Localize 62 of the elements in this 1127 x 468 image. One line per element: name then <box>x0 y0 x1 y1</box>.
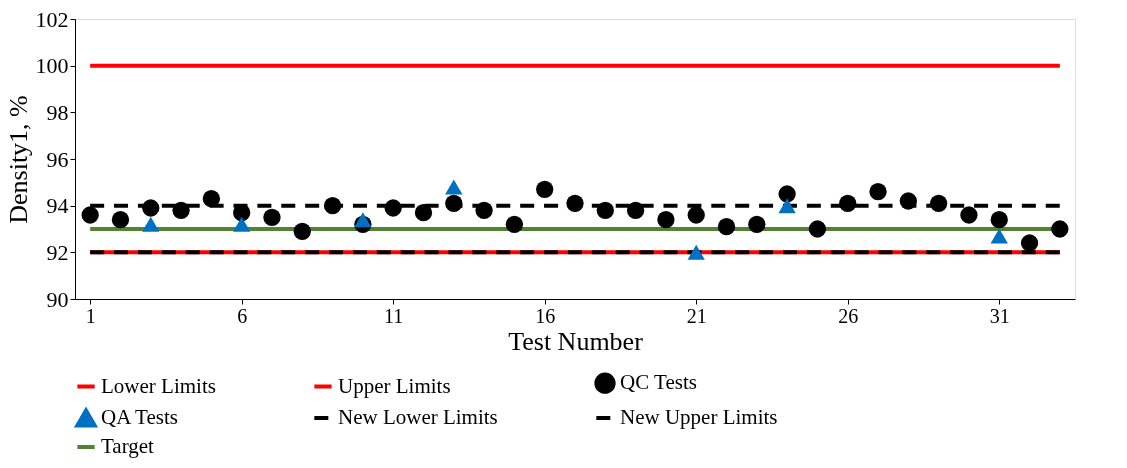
point <box>354 212 372 228</box>
point <box>1020 234 1039 252</box>
point <box>384 199 402 217</box>
point <box>1051 220 1069 238</box>
point <box>626 201 645 219</box>
point <box>839 194 857 212</box>
point <box>990 211 1008 229</box>
x-tick-label: 11 <box>384 304 404 327</box>
y-tick-label: 90 <box>46 286 69 312</box>
point <box>566 194 584 212</box>
legend-label: Upper Limits <box>338 373 451 398</box>
x-tick-label: 26 <box>838 304 859 327</box>
x-tick-label: 31 <box>989 304 1010 327</box>
point <box>505 215 524 233</box>
point <box>445 194 463 212</box>
point <box>293 222 311 240</box>
y-tick-label: 92 <box>46 239 69 265</box>
y-tick-label: 100 <box>35 53 69 79</box>
point <box>536 180 554 198</box>
x-tick-label: 21 <box>686 304 707 327</box>
legend-label: New Lower Limits <box>338 405 498 429</box>
point <box>445 179 463 195</box>
point <box>929 194 948 212</box>
point <box>142 216 160 232</box>
point <box>687 244 705 260</box>
legend-label: Lower Limits <box>101 373 216 398</box>
point <box>899 192 917 210</box>
point <box>111 211 130 229</box>
point <box>778 185 796 203</box>
y-axis-title: Density1, % <box>3 95 33 224</box>
point <box>233 204 251 222</box>
legend-label: QC Tests <box>620 370 697 395</box>
point <box>717 218 736 236</box>
point <box>748 215 766 233</box>
y-tick-label: 94 <box>46 193 69 219</box>
point <box>81 206 99 224</box>
point <box>990 228 1008 244</box>
legend-label: Target <box>101 434 155 458</box>
point <box>778 198 796 214</box>
legend-label: QA Tests <box>101 405 178 429</box>
point <box>172 201 190 219</box>
point <box>596 201 614 219</box>
x-axis-title: Test Number <box>508 326 644 356</box>
point <box>960 206 978 224</box>
x-tick-label: 1 <box>85 304 96 327</box>
point <box>687 206 705 224</box>
y-tick-label: 102 <box>35 6 69 32</box>
x-tick-label: 6 <box>237 304 248 327</box>
point <box>808 220 827 238</box>
y-tick-label: 96 <box>46 146 69 172</box>
point <box>202 190 221 208</box>
point <box>142 199 160 217</box>
legend-label: New Upper Limits <box>620 405 778 429</box>
x-tick-label: 16 <box>535 304 556 327</box>
point <box>323 197 342 215</box>
point <box>657 211 675 229</box>
point <box>475 201 493 219</box>
point <box>414 204 433 222</box>
y-tick-label: 98 <box>46 99 69 125</box>
point <box>263 208 281 226</box>
point <box>869 183 887 201</box>
point <box>233 216 251 232</box>
